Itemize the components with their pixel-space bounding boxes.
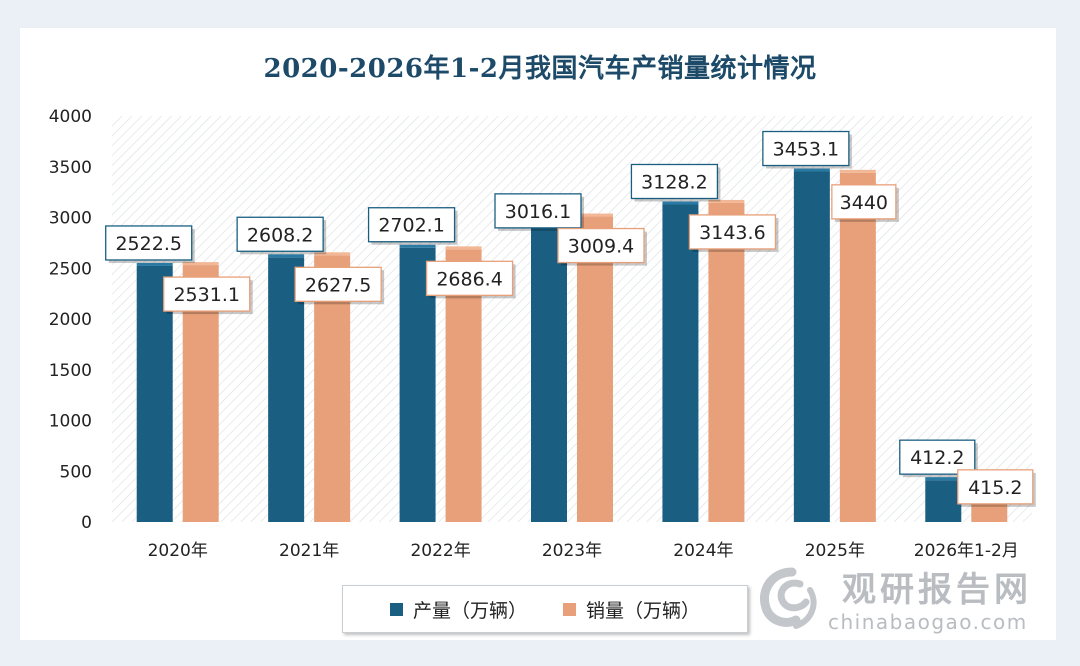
data-label-box bbox=[899, 439, 976, 475]
data-label-production: 2522.5 bbox=[105, 225, 195, 263]
chart-legend: 产量（万辆） 销量（万辆） bbox=[342, 585, 748, 633]
data-label-production: 2702.1 bbox=[367, 207, 458, 245]
data-label-sales: 2627.5 bbox=[294, 266, 385, 305]
data-label-text: 2686.4 bbox=[436, 268, 502, 290]
data-label-text: 2608.2 bbox=[247, 224, 313, 246]
data-label-production: 3453.1 bbox=[762, 130, 852, 169]
bar-sales bbox=[708, 202, 745, 522]
data-label-text: 2531.1 bbox=[173, 284, 239, 306]
legend-item-production: 产量（万辆） bbox=[389, 596, 527, 623]
y-tick-label: 3500 bbox=[49, 158, 92, 178]
data-label-box bbox=[367, 207, 456, 243]
data-label-box bbox=[688, 214, 777, 250]
data-label-text: 412.2 bbox=[910, 447, 964, 469]
data-label-text: 3453.1 bbox=[773, 139, 839, 161]
data-label-production: 2608.2 bbox=[236, 216, 327, 255]
bar-production bbox=[662, 204, 699, 522]
data-label-sales: 3440 bbox=[831, 184, 899, 222]
data-label-text: 3440 bbox=[840, 192, 888, 214]
data-label-text: 2702.1 bbox=[378, 215, 444, 237]
x-tick-label: 2026年1-2月 bbox=[914, 541, 1019, 561]
x-tick-label: 2022年 bbox=[410, 541, 470, 561]
y-tick-label: 1000 bbox=[49, 412, 92, 432]
bar-cap-sales bbox=[577, 213, 613, 217]
legend-label-production: 产量（万辆） bbox=[412, 599, 527, 622]
data-label-sales: 3143.6 bbox=[688, 214, 779, 252]
data-label-text: 2522.5 bbox=[115, 233, 181, 255]
y-tick-label: 2500 bbox=[49, 259, 92, 279]
brand-logo: 观研报告网 chinabaogao.com bbox=[752, 560, 1052, 640]
data-label-box bbox=[831, 184, 897, 220]
bar-cap-production bbox=[399, 244, 436, 248]
bar-cap-sales bbox=[839, 169, 876, 173]
bar-cap-production bbox=[793, 168, 830, 172]
logo-swirl-icon bbox=[760, 567, 817, 629]
data-label-box bbox=[236, 216, 324, 252]
data-label-box bbox=[494, 193, 582, 229]
y-tick-label: 2000 bbox=[49, 310, 92, 330]
plot-area-background bbox=[112, 116, 1032, 522]
data-label-box bbox=[294, 266, 382, 302]
bar-cap-production bbox=[136, 262, 173, 266]
y-tick-label: 500 bbox=[60, 462, 92, 482]
legend-label-sales: 销量（万辆） bbox=[586, 599, 701, 622]
data-label-box bbox=[557, 227, 645, 264]
bar-production bbox=[793, 171, 830, 522]
data-label-box bbox=[105, 225, 193, 261]
y-tick-label: 0 bbox=[81, 513, 92, 533]
data-label-box bbox=[163, 276, 251, 312]
bar-cap-production bbox=[925, 477, 962, 481]
y-tick-label: 3000 bbox=[49, 209, 92, 229]
y-tick-label: 4000 bbox=[49, 107, 92, 127]
bar-cap-sales bbox=[708, 199, 745, 203]
data-label-box bbox=[957, 469, 1034, 505]
bar-cap-sales bbox=[182, 262, 219, 266]
data-label-text: 3143.6 bbox=[699, 222, 765, 244]
x-tick-label: 2025年 bbox=[805, 541, 865, 561]
bar-cap-sales bbox=[445, 246, 482, 250]
data-label-text: 415.2 bbox=[968, 477, 1022, 499]
data-label-box bbox=[630, 163, 719, 200]
data-label-text: 3128.2 bbox=[641, 171, 707, 193]
data-label-sales: 2686.4 bbox=[425, 260, 516, 299]
bar-sales bbox=[839, 172, 876, 522]
legend-swatch-sales bbox=[563, 602, 576, 616]
legend-item-sales: 销量（万辆） bbox=[563, 596, 700, 623]
data-label-sales: 2531.1 bbox=[163, 276, 253, 315]
logo-url-text: chinabaogao.com bbox=[828, 610, 1028, 634]
x-tick-label: 2020年 bbox=[148, 541, 208, 561]
x-tick-label: 2023年 bbox=[542, 541, 602, 561]
y-tick-label: 1500 bbox=[49, 361, 92, 381]
bar-production bbox=[925, 480, 962, 522]
chart-title: 2020-2026年1-2月我国汽车产销量统计情况 bbox=[263, 54, 817, 84]
bar-sales bbox=[577, 216, 613, 522]
bar-production bbox=[531, 215, 567, 522]
data-label-production: 3128.2 bbox=[630, 163, 721, 202]
data-label-text: 2627.5 bbox=[305, 274, 371, 296]
data-label-production: 3016.1 bbox=[494, 193, 584, 231]
data-label-text: 3016.1 bbox=[505, 201, 571, 223]
logo-brand-text: 观研报告网 bbox=[842, 570, 1032, 610]
bar-cap-production bbox=[662, 201, 699, 205]
data-label-box bbox=[425, 260, 514, 296]
data-label-text: 3009.4 bbox=[568, 236, 634, 258]
x-tick-label: 2021年 bbox=[279, 541, 339, 561]
legend-swatch-production bbox=[389, 602, 403, 616]
data-label-box bbox=[762, 130, 850, 167]
bar-cap-sales bbox=[314, 252, 351, 256]
data-label-sales: 3009.4 bbox=[557, 227, 647, 266]
data-label-sales: 415.2 bbox=[957, 469, 1036, 507]
x-tick-label: 2024年 bbox=[673, 541, 733, 561]
bar-cap-production bbox=[268, 254, 305, 258]
